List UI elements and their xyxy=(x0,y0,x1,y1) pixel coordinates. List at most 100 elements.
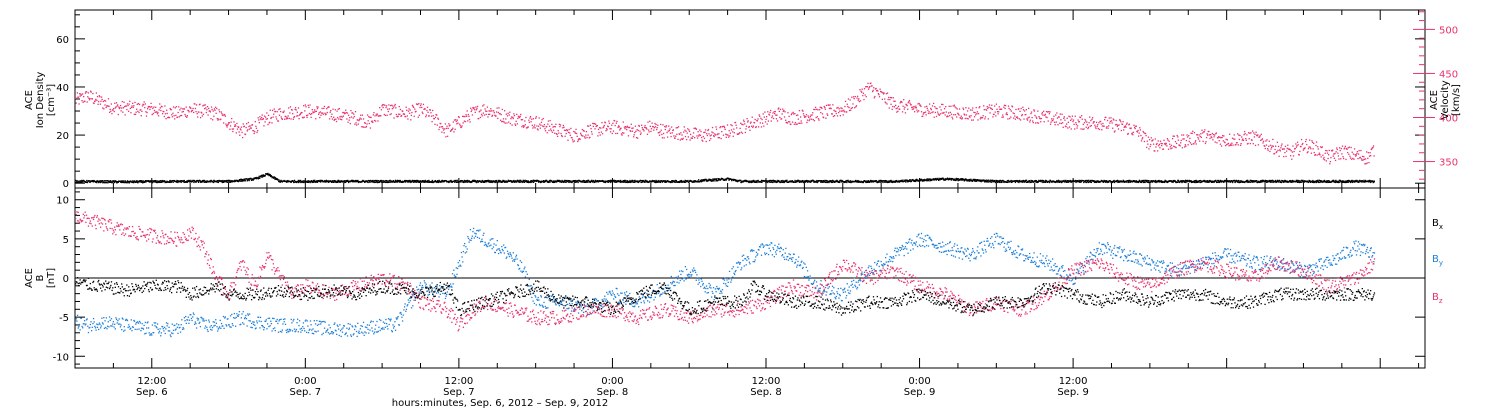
velocity-point xyxy=(593,123,596,125)
velocity-point xyxy=(721,130,723,133)
density-point xyxy=(135,181,137,183)
velocity-point xyxy=(1197,138,1200,140)
velocity-point xyxy=(616,120,618,123)
velocity-point xyxy=(1018,118,1021,120)
density-point xyxy=(966,180,968,182)
velocity-point xyxy=(440,123,442,125)
velocity-point xyxy=(826,113,828,115)
velocity-point xyxy=(1082,123,1085,126)
velocity-point xyxy=(987,107,989,109)
density-point xyxy=(712,179,714,182)
density-point xyxy=(862,181,865,184)
velocity-point xyxy=(1036,122,1038,124)
density-point xyxy=(157,180,159,182)
velocity-point xyxy=(264,121,266,123)
velocity-point xyxy=(503,121,505,123)
density-point xyxy=(656,180,658,182)
velocity-point xyxy=(840,107,842,109)
density-point xyxy=(397,181,399,183)
velocity-point xyxy=(934,111,937,114)
velocity-point xyxy=(1111,122,1113,124)
density-point xyxy=(332,180,334,182)
density-point xyxy=(328,181,330,183)
velocity-point xyxy=(367,120,369,122)
density-point xyxy=(164,180,166,182)
velocity-point xyxy=(1180,139,1182,142)
density-point xyxy=(857,179,859,182)
density-tick-label: 40 xyxy=(56,83,69,94)
velocity-point xyxy=(857,99,859,101)
density-point xyxy=(797,179,799,182)
density-point xyxy=(835,180,837,182)
density-point xyxy=(313,180,316,182)
velocity-point xyxy=(305,114,308,117)
velocity-point xyxy=(1242,138,1244,140)
velocity-point xyxy=(939,106,941,108)
velocity-point xyxy=(215,112,217,114)
velocity-point xyxy=(95,98,97,101)
velocity-point xyxy=(935,115,938,118)
velocity-point xyxy=(1164,142,1166,145)
density-point xyxy=(511,180,513,182)
density-point xyxy=(878,179,880,182)
density-point xyxy=(142,182,144,184)
density-point xyxy=(683,180,685,183)
velocity-point xyxy=(222,122,225,124)
velocity-point xyxy=(1281,143,1283,145)
velocity-point xyxy=(1138,132,1140,134)
velocity-point xyxy=(213,108,216,110)
velocity-point xyxy=(722,134,725,136)
velocity-point xyxy=(298,117,300,120)
velocity-point xyxy=(1122,121,1124,123)
density-point xyxy=(500,180,503,183)
velocity-point xyxy=(676,133,678,135)
density-point xyxy=(581,181,583,183)
density-point xyxy=(380,179,383,182)
density-point xyxy=(1030,181,1032,183)
velocity-point xyxy=(302,117,304,119)
velocity-tick-label: 450 xyxy=(1439,69,1458,80)
density-point xyxy=(594,181,596,183)
density-point xyxy=(894,181,896,183)
velocity-point xyxy=(205,107,207,109)
density-point xyxy=(795,181,797,183)
density-point xyxy=(688,180,691,183)
density-point xyxy=(678,180,680,183)
density-point xyxy=(914,180,916,183)
velocity-point xyxy=(619,129,621,131)
velocity-point xyxy=(711,131,713,133)
velocity-point xyxy=(635,137,638,139)
density-point xyxy=(301,180,304,182)
velocity-point xyxy=(550,130,552,132)
density-point xyxy=(508,179,510,182)
density-point xyxy=(262,174,265,176)
velocity-point xyxy=(886,92,889,94)
velocity-point xyxy=(981,117,984,119)
velocity-point xyxy=(239,128,241,130)
velocity-point xyxy=(754,118,756,121)
velocity-point xyxy=(820,111,822,114)
density-point xyxy=(817,180,819,182)
density-point xyxy=(139,181,142,183)
density-point xyxy=(543,181,545,183)
velocity-point xyxy=(313,109,316,111)
velocity-point xyxy=(1360,149,1362,152)
velocity-point xyxy=(188,111,190,113)
velocity-point xyxy=(236,128,239,130)
density-point xyxy=(614,181,616,183)
velocity-point xyxy=(1329,163,1331,165)
velocity-point xyxy=(1314,154,1317,156)
density-point xyxy=(1028,180,1031,182)
density-point xyxy=(629,179,631,182)
density-point xyxy=(815,180,817,182)
velocity-point xyxy=(1154,138,1156,140)
density-point xyxy=(540,181,542,183)
velocity-point xyxy=(1028,116,1030,118)
velocity-point xyxy=(1280,145,1283,147)
velocity-point xyxy=(839,110,841,112)
density-point xyxy=(561,179,563,182)
density-point xyxy=(266,174,269,176)
velocity-point xyxy=(1354,153,1356,156)
velocity-point xyxy=(1021,113,1023,116)
velocity-point xyxy=(636,128,638,131)
